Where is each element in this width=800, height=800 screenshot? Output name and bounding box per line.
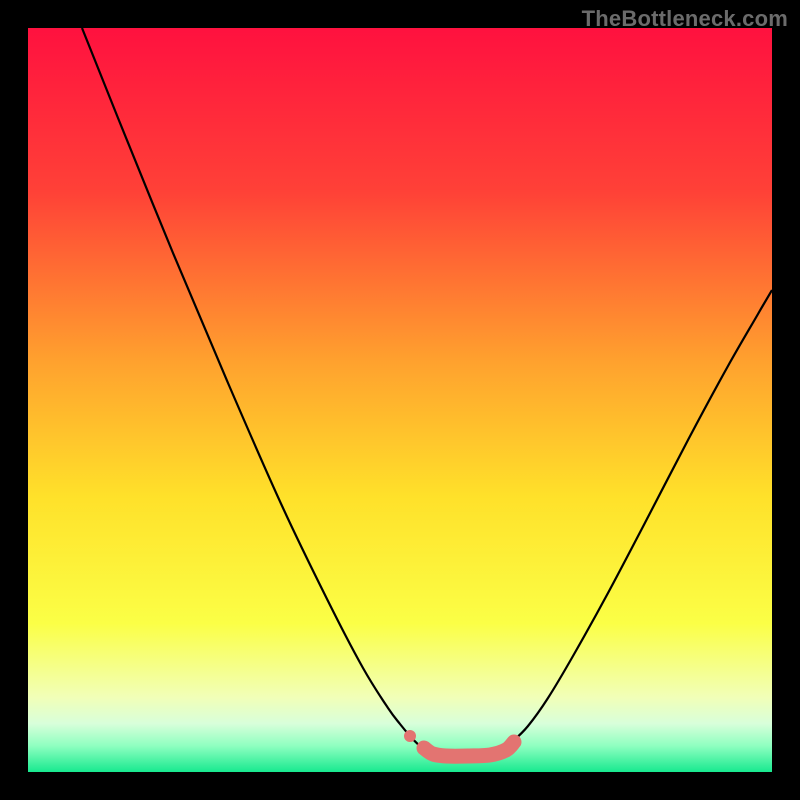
highlight-dot xyxy=(404,730,416,742)
gradient-background xyxy=(28,28,772,772)
chart-frame: TheBottleneck.com xyxy=(0,0,800,800)
chart-plot xyxy=(28,28,772,772)
chart-svg xyxy=(28,28,772,772)
